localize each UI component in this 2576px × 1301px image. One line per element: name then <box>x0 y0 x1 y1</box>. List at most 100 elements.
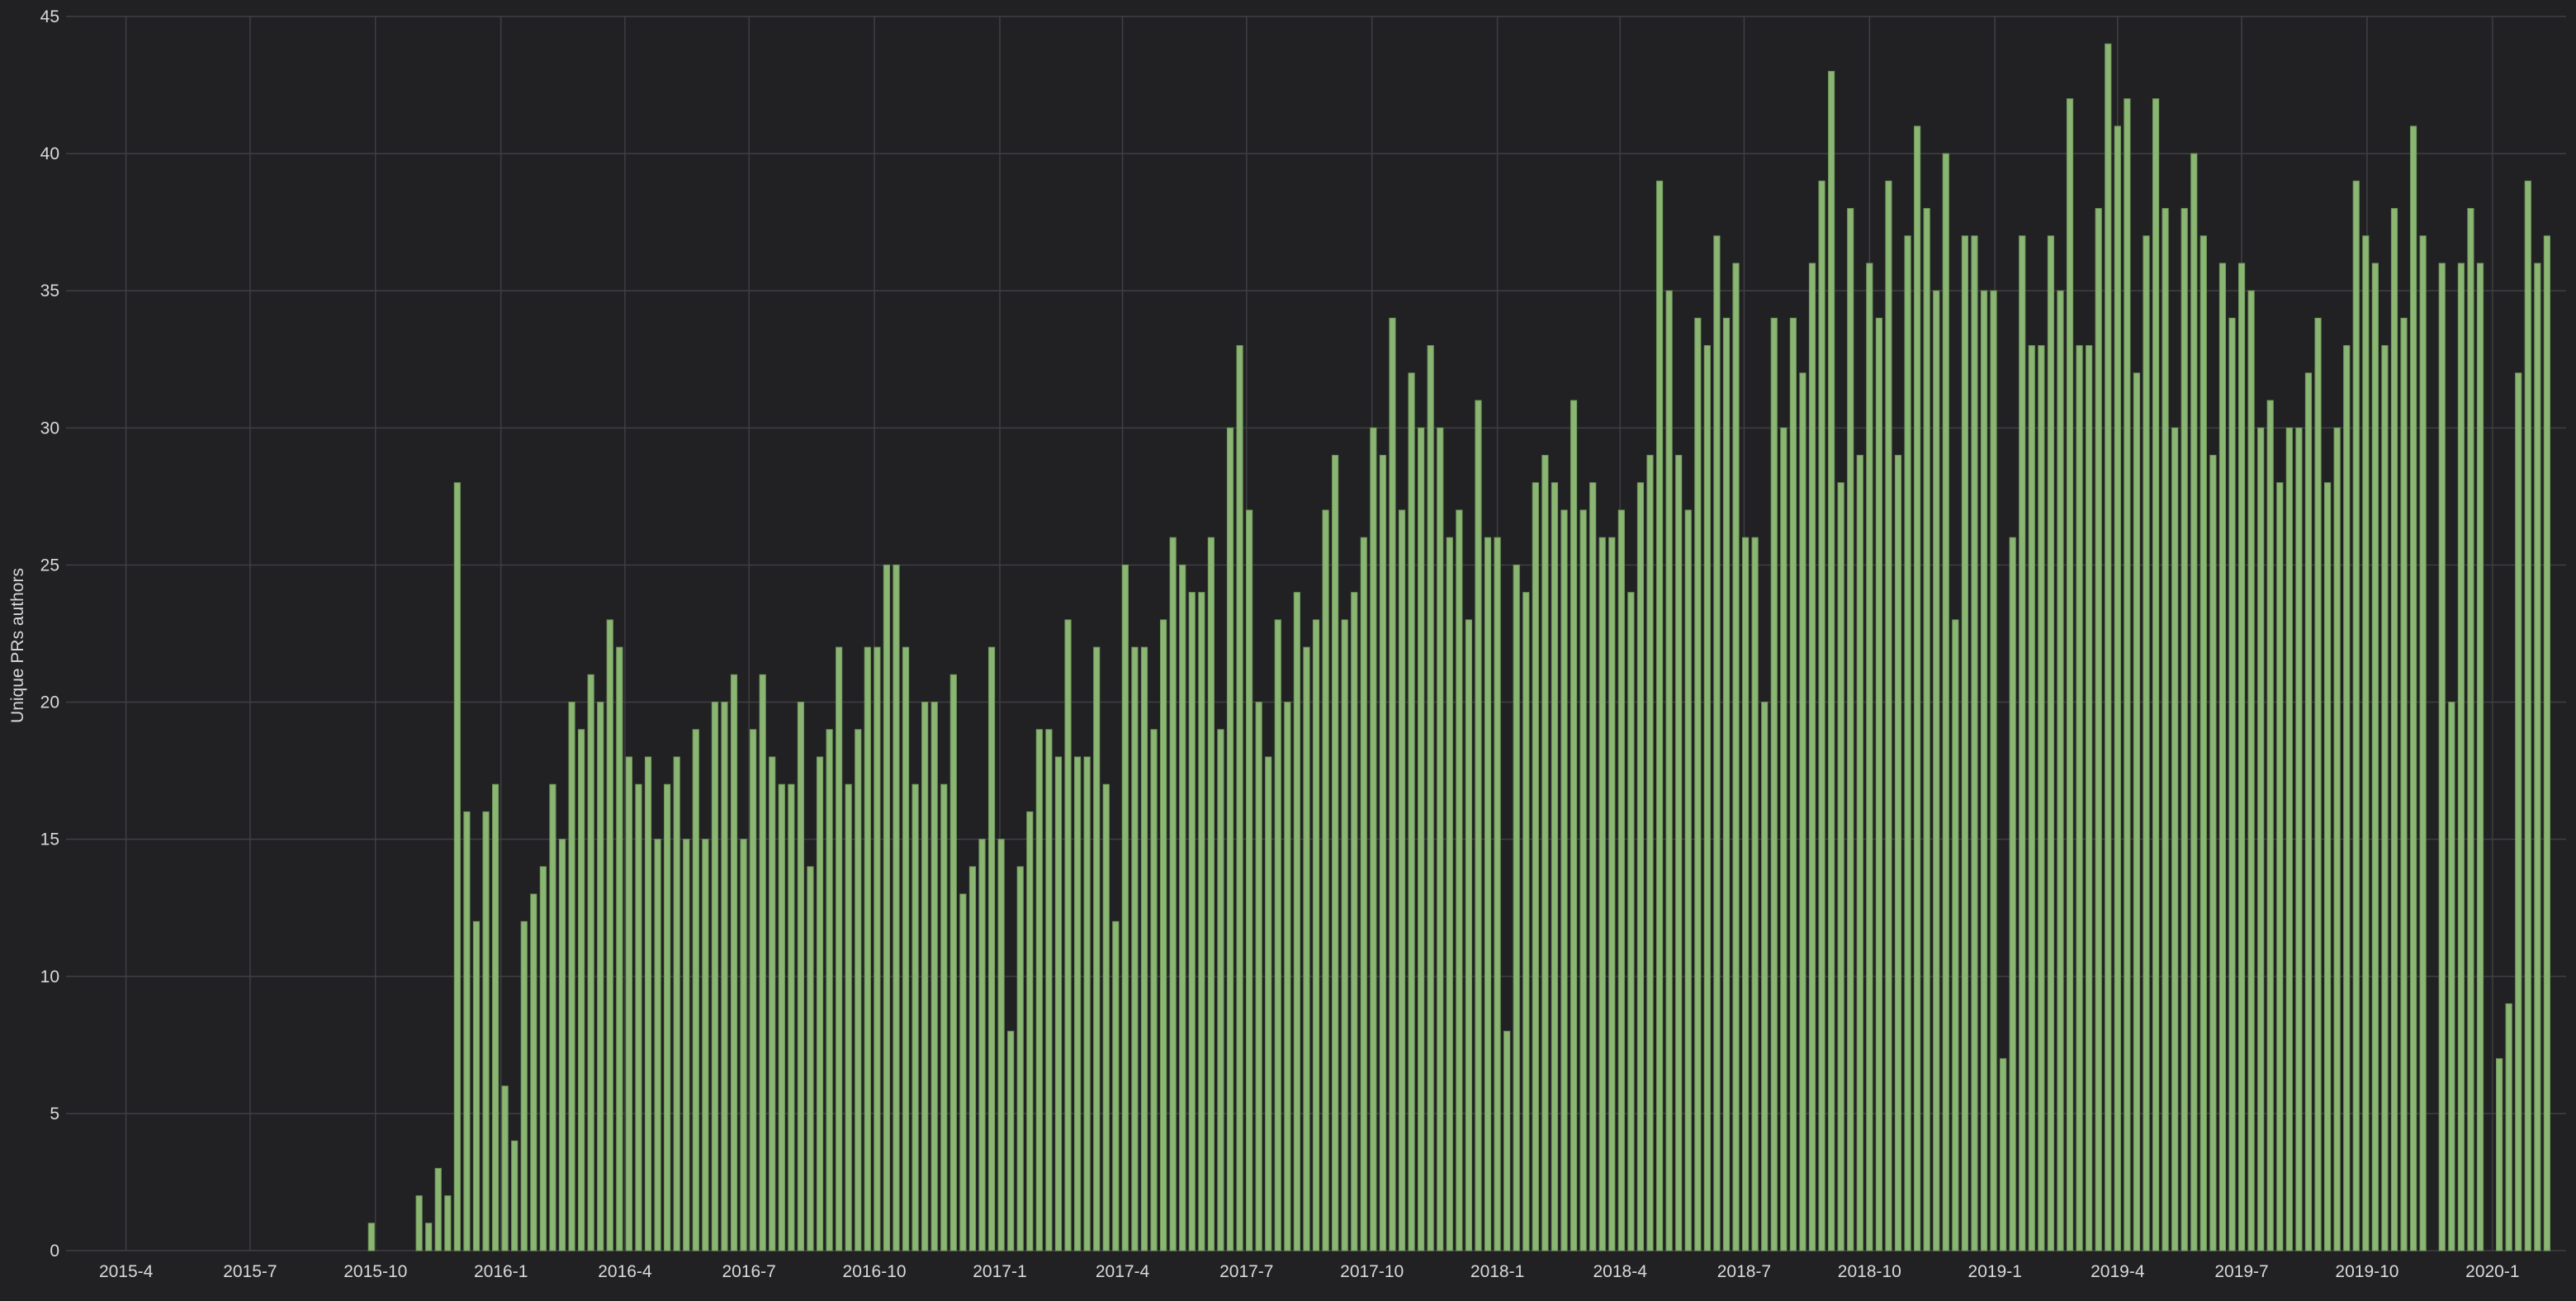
bar <box>520 920 528 1251</box>
bar <box>1312 619 1320 1251</box>
bar <box>1322 509 1329 1251</box>
bar <box>1427 345 1434 1251</box>
x-tick-label: 2018-4 <box>1593 1262 1647 1281</box>
bar <box>1054 756 1063 1251</box>
x-tick-label: 2017-7 <box>1219 1262 1273 1281</box>
bar <box>644 756 652 1251</box>
bar <box>1370 427 1377 1251</box>
bar <box>1780 427 1788 1251</box>
bar <box>1770 317 1778 1251</box>
bar <box>2362 235 2370 1251</box>
bar <box>472 920 481 1251</box>
bar <box>2162 208 2169 1251</box>
x-tick-label: 2016-4 <box>598 1262 652 1281</box>
bar <box>2266 400 2274 1251</box>
bar <box>558 839 566 1251</box>
bar <box>1847 208 1854 1251</box>
bar <box>1875 317 1882 1251</box>
bar <box>2257 427 2265 1251</box>
y-axis-label: Unique PRs authors <box>8 568 27 723</box>
bar <box>578 729 585 1251</box>
bar <box>2410 125 2417 1251</box>
bar <box>1293 592 1300 1251</box>
bar <box>1675 455 1683 1251</box>
x-tick-label: 2016-7 <box>722 1262 775 1281</box>
bar <box>2534 263 2541 1251</box>
bar <box>1112 920 1120 1251</box>
bar <box>1894 455 1902 1251</box>
bar <box>1722 317 1731 1251</box>
x-tick-label: 2018-10 <box>1838 1262 1901 1281</box>
bar <box>2304 372 2313 1251</box>
bar <box>1560 509 1568 1251</box>
x-tick-label: 2018-1 <box>1470 1262 1524 1281</box>
bar <box>836 646 843 1251</box>
bar <box>730 674 738 1251</box>
bar <box>2086 345 2093 1251</box>
bar <box>1102 783 1110 1251</box>
bar <box>1494 537 1501 1251</box>
bar <box>949 674 957 1251</box>
bar <box>1341 619 1348 1251</box>
x-tick-label: 2020-1 <box>2465 1262 2519 1281</box>
bar <box>2209 455 2217 1251</box>
bar <box>463 811 471 1251</box>
bar <box>1188 592 1196 1251</box>
bar <box>1655 180 1664 1251</box>
bar <box>1503 1030 1511 1251</box>
y-tick-label: 40 <box>40 144 59 163</box>
bar <box>1121 564 1129 1251</box>
bar <box>1303 646 1310 1251</box>
bar <box>1799 372 1807 1251</box>
x-tick-label: 2018-7 <box>1717 1262 1771 1281</box>
x-tick-label: 2017-4 <box>1096 1262 1150 1281</box>
bar <box>1226 427 1234 1251</box>
bar <box>912 783 919 1251</box>
bar <box>568 702 575 1251</box>
y-tick-label: 45 <box>40 7 59 26</box>
y-tick-label: 25 <box>40 556 59 575</box>
bar <box>2047 235 2055 1251</box>
bar <box>1207 537 1215 1251</box>
bar <box>1169 537 1177 1251</box>
bar <box>1541 455 1549 1251</box>
bar <box>2543 235 2550 1251</box>
bar <box>434 1167 442 1251</box>
bar <box>2247 290 2255 1251</box>
bar <box>2152 98 2160 1251</box>
y-tick-label: 5 <box>50 1105 59 1124</box>
bar <box>1179 564 1186 1251</box>
bar <box>902 646 910 1251</box>
bar <box>1933 290 1940 1251</box>
bar <box>2476 263 2484 1251</box>
bar <box>683 839 690 1251</box>
y-tick-label: 0 <box>50 1242 59 1261</box>
bar <box>501 1086 509 1251</box>
bar <box>2352 180 2360 1251</box>
bar <box>2190 153 2198 1251</box>
bar <box>539 866 547 1251</box>
bar <box>1246 509 1253 1251</box>
bar <box>1064 619 1072 1251</box>
bar <box>2200 235 2207 1251</box>
x-tick-label: 2015-10 <box>343 1262 407 1281</box>
bar <box>1465 619 1472 1251</box>
x-tick-label: 2019-1 <box>1968 1262 2022 1281</box>
bar <box>2343 345 2351 1251</box>
bar <box>1923 208 1930 1251</box>
bar <box>625 756 632 1251</box>
bar <box>1646 455 1654 1251</box>
bar <box>2515 372 2522 1251</box>
bar <box>2218 263 2227 1251</box>
bar <box>2457 263 2465 1251</box>
bar <box>1789 317 1797 1251</box>
x-tick-label: 2019-7 <box>2214 1262 2268 1281</box>
bar <box>874 646 881 1251</box>
bar <box>1522 592 1530 1251</box>
bar <box>2000 1057 2007 1251</box>
bar <box>1828 70 1835 1251</box>
bar <box>1741 537 1750 1251</box>
bar <box>444 1195 452 1251</box>
y-tick-label: 35 <box>40 281 59 300</box>
bar <box>692 729 699 1251</box>
